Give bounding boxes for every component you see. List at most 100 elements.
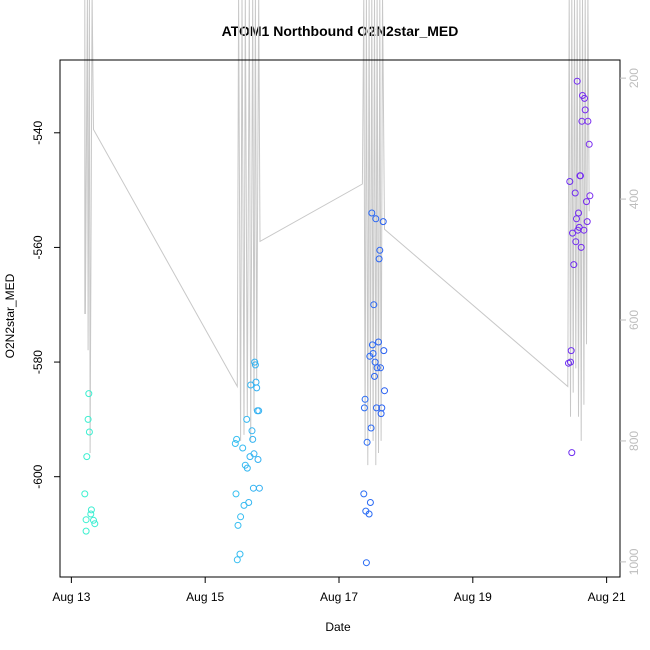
data-point bbox=[581, 94, 588, 102]
chart-title: ATOM1 Northbound O2N2star_MED bbox=[222, 23, 459, 39]
data-point bbox=[82, 527, 90, 535]
data-point bbox=[566, 178, 574, 185]
data-point bbox=[567, 358, 574, 366]
data-point bbox=[234, 521, 242, 529]
data-point bbox=[237, 513, 245, 521]
data-point bbox=[243, 464, 251, 472]
data-point bbox=[368, 209, 376, 217]
data-point bbox=[368, 341, 376, 349]
data-point bbox=[361, 395, 369, 403]
data-point bbox=[362, 559, 370, 567]
data-point bbox=[377, 364, 384, 372]
data-point bbox=[583, 198, 590, 206]
data-point bbox=[567, 347, 575, 355]
data-point bbox=[378, 404, 386, 412]
data-point bbox=[87, 506, 95, 514]
data-point bbox=[84, 415, 92, 423]
data-point bbox=[247, 381, 255, 389]
data-point bbox=[233, 556, 241, 564]
data-point bbox=[82, 516, 90, 524]
data-point bbox=[236, 550, 244, 558]
x-tick-label: Aug 19 bbox=[454, 590, 492, 604]
y-tick-label: -560 bbox=[31, 235, 45, 259]
data-point bbox=[569, 229, 576, 237]
data-point bbox=[83, 453, 91, 461]
data-point bbox=[581, 106, 589, 114]
data-point bbox=[91, 520, 99, 528]
data-point bbox=[363, 438, 371, 446]
data-point bbox=[85, 390, 93, 398]
depth-line-layer bbox=[84, 0, 590, 466]
data-point bbox=[90, 516, 97, 524]
data-point bbox=[255, 484, 263, 492]
data-point bbox=[568, 449, 576, 457]
depth-series-line bbox=[84, 0, 590, 466]
y-tick-label: -540 bbox=[31, 120, 45, 144]
data-point bbox=[365, 510, 373, 518]
data-point bbox=[379, 218, 387, 226]
data-point bbox=[254, 456, 262, 463]
data-point bbox=[586, 192, 594, 200]
data-point bbox=[371, 372, 378, 380]
y2-tick-label: 200 bbox=[627, 68, 641, 88]
data-point bbox=[87, 510, 95, 518]
data-point bbox=[570, 261, 578, 269]
data-point bbox=[380, 347, 388, 355]
data-point bbox=[373, 404, 380, 412]
data-point bbox=[584, 117, 592, 125]
data-point bbox=[571, 189, 579, 197]
data-point bbox=[376, 246, 384, 254]
data-point bbox=[360, 404, 368, 412]
y2-tick-label: 600 bbox=[627, 310, 641, 330]
data-point bbox=[360, 490, 368, 498]
data-point bbox=[81, 490, 89, 498]
plot-frame bbox=[59, 59, 621, 578]
data-point bbox=[572, 238, 580, 246]
y2-tick-label: 1000 bbox=[627, 548, 641, 575]
data-point bbox=[375, 255, 383, 263]
x-tick-label: Aug 17 bbox=[320, 590, 358, 604]
data-point bbox=[573, 77, 581, 85]
data-point bbox=[250, 450, 258, 458]
data-point bbox=[575, 209, 582, 217]
data-point bbox=[243, 415, 251, 423]
axes-layer: Aug 13 Aug 15 Aug 17 Aug 19 Aug 21 -540 -560 -5… bbox=[31, 59, 641, 604]
y2-tick-label: 400 bbox=[627, 189, 641, 209]
data-point bbox=[245, 499, 253, 506]
data-point bbox=[381, 387, 388, 395]
data-point bbox=[577, 172, 584, 180]
data-point bbox=[251, 361, 259, 369]
data-point bbox=[369, 350, 377, 357]
data-point bbox=[253, 384, 261, 392]
points-layer bbox=[81, 77, 594, 567]
data-point bbox=[231, 440, 239, 447]
data-point bbox=[233, 435, 241, 443]
x-tick-label: Aug 15 bbox=[186, 590, 224, 604]
data-point bbox=[375, 338, 382, 346]
x-tick-label: Aug 13 bbox=[52, 590, 90, 604]
y-tick-label: -580 bbox=[31, 350, 45, 374]
data-point bbox=[232, 490, 240, 498]
data-point bbox=[367, 424, 375, 432]
data-point bbox=[249, 484, 257, 492]
data-point bbox=[577, 243, 585, 251]
y-tick-label: -600 bbox=[31, 464, 45, 488]
data-point bbox=[580, 226, 588, 234]
data-point bbox=[239, 444, 247, 452]
y-axis-label: O2N2star_MED bbox=[3, 273, 17, 358]
data-point bbox=[585, 140, 593, 148]
x-tick-label: Aug 21 bbox=[588, 590, 626, 604]
data-point bbox=[249, 435, 257, 443]
data-point bbox=[248, 427, 256, 435]
data-point bbox=[370, 301, 378, 309]
data-point bbox=[251, 358, 259, 366]
data-point bbox=[255, 407, 263, 415]
data-point bbox=[373, 364, 381, 372]
data-point bbox=[583, 218, 591, 226]
data-point bbox=[85, 428, 93, 436]
x-axis-label: Date bbox=[325, 620, 351, 634]
y2-tick-label: 800 bbox=[627, 431, 641, 451]
data-point bbox=[366, 499, 374, 506]
data-point bbox=[372, 215, 380, 223]
